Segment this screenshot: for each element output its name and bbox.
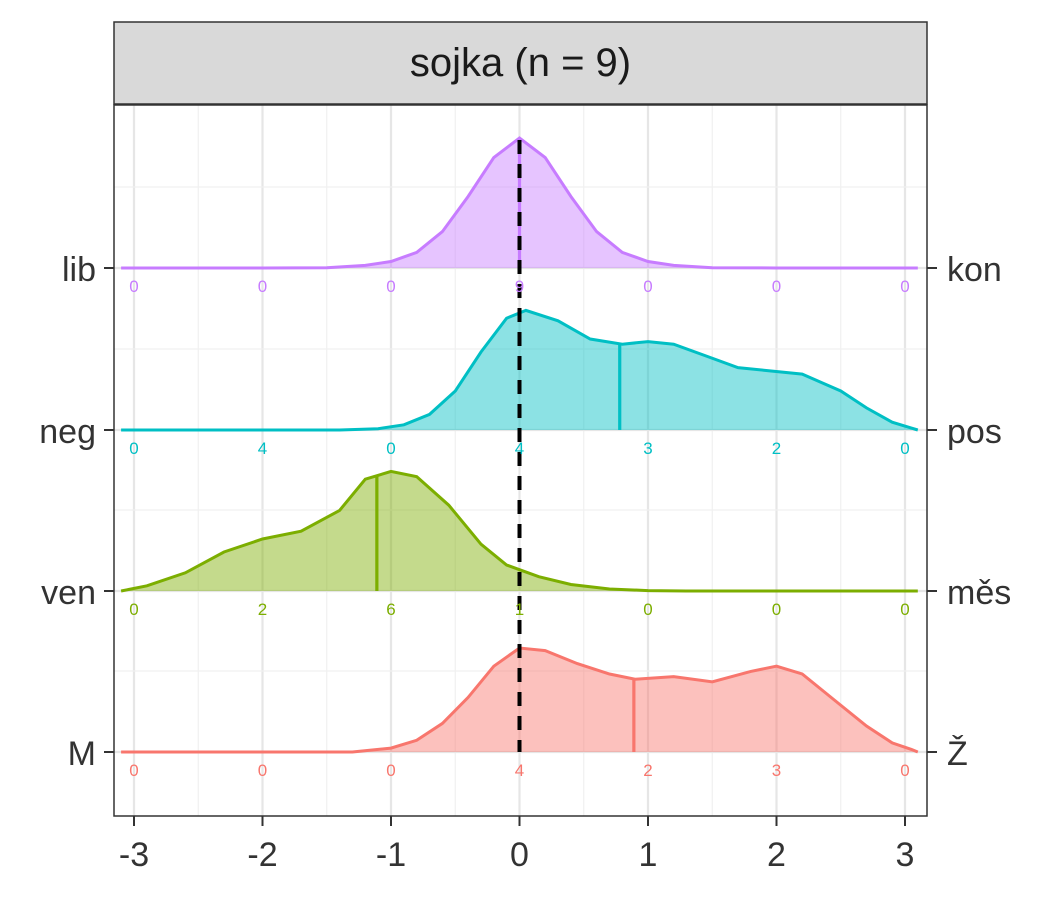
density-area-neg xyxy=(121,310,918,430)
density-line-M xyxy=(121,646,919,754)
y-label-right: Ž xyxy=(947,735,968,773)
count-label: 3 xyxy=(643,439,652,458)
y-label-right: měs xyxy=(947,574,1011,612)
count-label: 1 xyxy=(515,600,524,619)
count-label: 0 xyxy=(386,761,395,780)
count-label: 0 xyxy=(900,439,909,458)
count-label: 0 xyxy=(129,761,138,780)
y-label-right: kon xyxy=(947,251,1002,289)
count-label: 0 xyxy=(129,439,138,458)
count-label: 9 xyxy=(515,277,524,296)
y-label-left: neg xyxy=(39,413,96,451)
axis-layer: lib kon neg pos ven měs M Ž -3 -2 -1 0 1 2 3 xyxy=(39,251,1011,874)
count-label: 3 xyxy=(772,761,781,780)
count-label: 0 xyxy=(772,277,781,296)
chart-title: sojka (n = 9) xyxy=(410,41,631,85)
x-tick-label: 1 xyxy=(639,836,658,874)
count-label: 4 xyxy=(515,761,524,780)
y-label-left: M xyxy=(68,735,96,773)
y-label-left: ven xyxy=(41,574,96,612)
count-label-layer: 0 0 0 9 0 0 00 4 0 4 3 2 00 2 6 1 0 0 00 0 0 4 2 3 0 xyxy=(129,277,909,780)
x-tick-label: -3 xyxy=(119,836,149,874)
count-label: 0 xyxy=(129,277,138,296)
count-label: 0 xyxy=(643,600,652,619)
count-label: 0 xyxy=(129,600,138,619)
count-label: 2 xyxy=(772,439,781,458)
density-line-ven xyxy=(120,469,918,593)
count-label: 0 xyxy=(258,761,267,780)
x-tick-label: 0 xyxy=(510,836,529,874)
count-label: 4 xyxy=(258,439,267,458)
count-label: 2 xyxy=(643,761,652,780)
density-line-neg xyxy=(121,308,919,432)
count-label: 0 xyxy=(900,277,909,296)
count-label: 0 xyxy=(643,277,652,296)
count-label: 0 xyxy=(258,277,267,296)
count-label: 4 xyxy=(515,439,524,458)
x-tick-label: -2 xyxy=(247,836,277,874)
strip-background xyxy=(113,21,928,105)
density-area-ven xyxy=(121,471,918,591)
count-label: 0 xyxy=(900,600,909,619)
y-label-right: pos xyxy=(947,413,1002,451)
count-label: 0 xyxy=(772,600,781,619)
count-label: 2 xyxy=(258,600,267,619)
x-tick-label: -1 xyxy=(376,836,406,874)
count-label: 0 xyxy=(386,439,395,458)
x-tick-label: 3 xyxy=(896,836,915,874)
count-label: 0 xyxy=(900,761,909,780)
x-tick-label: 2 xyxy=(767,836,786,874)
count-label: 6 xyxy=(386,600,395,619)
count-label: 0 xyxy=(386,277,395,296)
y-label-left: lib xyxy=(62,251,96,289)
